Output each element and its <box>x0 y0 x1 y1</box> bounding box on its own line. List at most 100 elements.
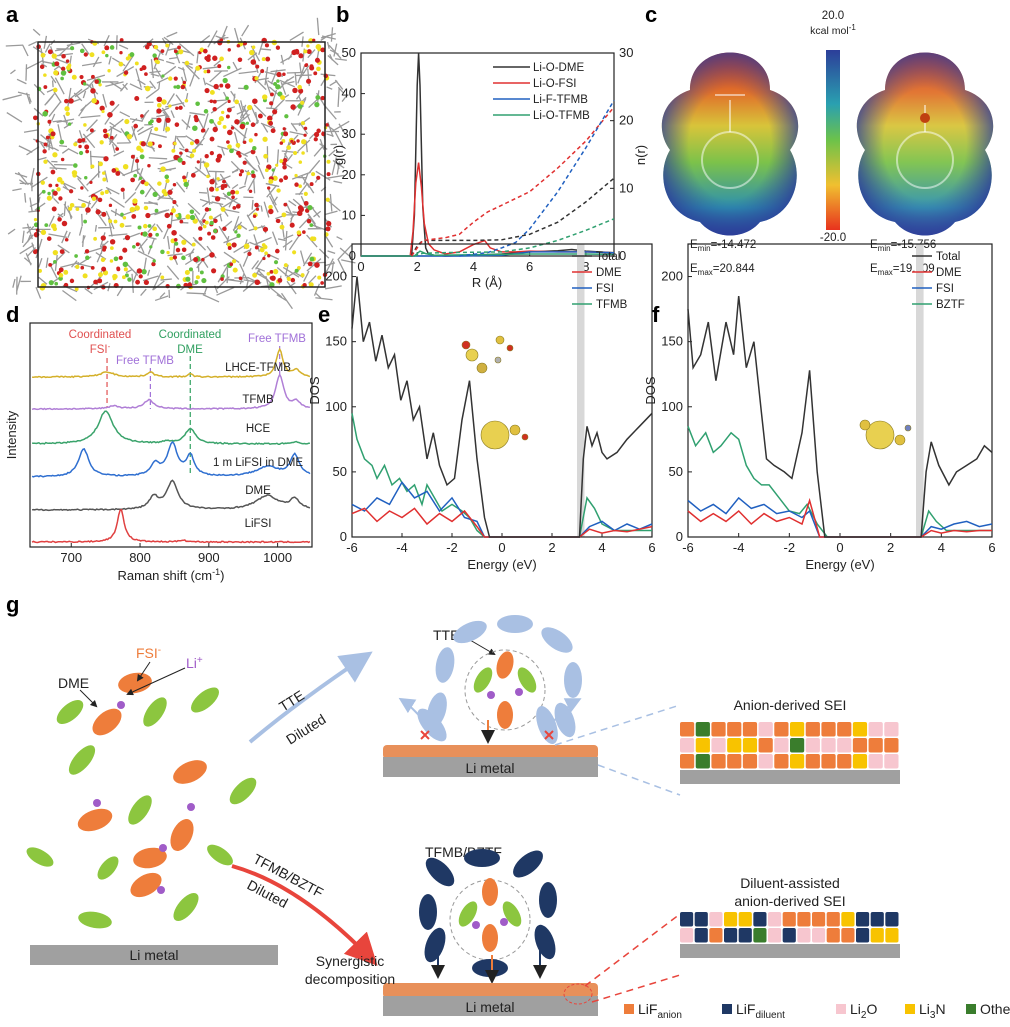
solvent-bond <box>288 235 300 251</box>
solvent-bond <box>337 88 340 107</box>
atom <box>123 267 128 272</box>
spectrum-label: DME <box>245 485 271 497</box>
solvent-bond <box>38 258 43 268</box>
atom <box>69 189 74 194</box>
solvent-bond <box>243 272 249 282</box>
atom <box>184 60 190 66</box>
atom <box>55 183 59 188</box>
solvent-bond <box>2 94 22 101</box>
atom <box>282 161 287 166</box>
tte-diluted-label: Diluted <box>283 711 328 748</box>
li-ion <box>472 921 480 929</box>
diluent-molecule <box>513 850 543 878</box>
solvent-bond <box>261 123 269 133</box>
solvent-bond <box>219 214 223 222</box>
solvent-bond <box>238 108 250 123</box>
atom <box>56 187 61 192</box>
atom <box>75 264 80 270</box>
solvent-bond <box>283 234 294 240</box>
atom <box>239 123 246 130</box>
solvent-bond <box>321 35 336 40</box>
dme-molecule <box>26 847 54 867</box>
x-tick-label: -6 <box>346 540 358 555</box>
solvent-bond <box>26 234 31 243</box>
sei-component <box>852 754 868 769</box>
atom <box>250 149 256 155</box>
legend-swatch <box>836 1004 846 1014</box>
atom <box>282 158 288 163</box>
atom <box>107 69 111 73</box>
solvent-bond <box>55 58 68 64</box>
solvent-bond <box>67 231 71 239</box>
atom <box>79 74 84 80</box>
solvent-bond <box>148 200 159 206</box>
series-dme <box>687 497 992 538</box>
li-ion <box>117 701 125 709</box>
solvent-bond <box>276 149 280 166</box>
solvent-bond <box>257 269 272 285</box>
atom <box>73 142 78 147</box>
colorbar-unit: kcal mol-1 <box>810 23 856 37</box>
solvent-bond <box>45 257 49 268</box>
solvent-bond <box>210 101 228 114</box>
panel-label-e: e <box>318 302 330 327</box>
fsi-label: FSI- <box>136 645 161 661</box>
solvent-bond <box>29 202 38 208</box>
dme-label: DME <box>58 675 89 691</box>
atom <box>267 186 271 190</box>
atom <box>52 249 59 256</box>
atom <box>300 273 305 278</box>
solvent-bond <box>66 42 81 47</box>
sei-component <box>724 912 738 927</box>
solvent-bond <box>162 115 167 132</box>
atom <box>40 229 47 236</box>
sei-component <box>774 738 789 753</box>
atom <box>83 123 87 127</box>
x-tick-label: 800 <box>129 550 151 565</box>
series-total <box>351 276 653 538</box>
sei-component <box>797 928 811 943</box>
atom <box>259 247 265 253</box>
solvent-bond <box>271 231 279 246</box>
atom <box>294 182 299 187</box>
atom <box>40 180 45 185</box>
atom <box>283 202 288 207</box>
atom <box>47 49 53 55</box>
solvent-bond <box>17 171 29 186</box>
atom <box>58 267 64 273</box>
diluent-molecule <box>419 894 437 930</box>
solvent-bond <box>119 111 131 118</box>
solvent-bond <box>308 159 321 173</box>
x-tick-label: 4 <box>598 540 605 555</box>
atom <box>58 196 63 201</box>
atom <box>276 188 281 193</box>
atom <box>84 144 90 150</box>
fsi-anion <box>496 651 514 679</box>
atom <box>182 80 187 85</box>
atom <box>99 105 105 111</box>
atom <box>178 49 184 55</box>
atom <box>56 176 63 183</box>
atom <box>154 127 159 132</box>
solvent-bond <box>23 129 38 133</box>
atom <box>101 50 106 55</box>
solvent-bond <box>146 236 157 240</box>
atom <box>156 117 162 123</box>
li-metal-top-label: Li metal <box>465 760 514 776</box>
solvent-bond <box>48 215 55 227</box>
atom <box>43 85 48 89</box>
atom <box>251 45 256 50</box>
atom <box>303 133 307 137</box>
atom <box>50 131 56 137</box>
annotation-dme: DME <box>177 344 203 356</box>
li-ion <box>93 799 101 807</box>
sei-component <box>837 722 852 737</box>
atom <box>33 217 38 222</box>
atom <box>278 178 284 183</box>
atom <box>198 236 203 241</box>
emax-left: Emax=20.844 <box>690 263 755 277</box>
sei-component <box>790 754 805 769</box>
esp-molecule-tfmb <box>661 52 799 236</box>
sei-component <box>805 754 820 769</box>
solvent-bond <box>313 210 322 218</box>
